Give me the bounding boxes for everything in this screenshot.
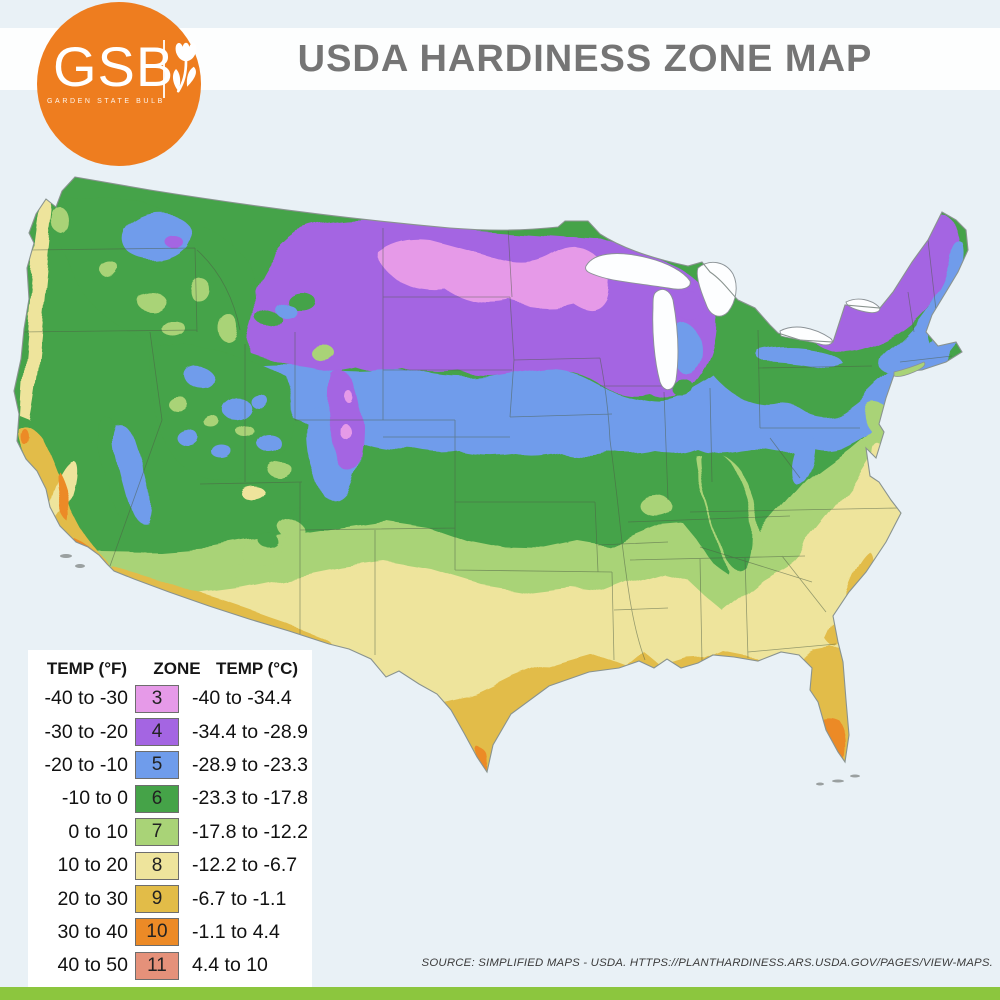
- logo-tagline: GARDEN STATE BULB: [47, 98, 165, 105]
- zone-legend: TEMP (°F) ZONE TEMP (°C) -40 to -30 3 -4…: [28, 650, 312, 987]
- zone-10-swatch: 10: [135, 918, 179, 947]
- zone-8-swatch: 8: [135, 851, 179, 880]
- legend-row-zone-9: 20 to 30 9 -6.7 to -1.1: [28, 882, 312, 915]
- legend-header-f: TEMP (°F): [46, 659, 128, 678]
- legend-row-zone-10: 30 to 40 10 -1.1 to 4.4: [28, 916, 312, 949]
- source-attribution: SOURCE: SIMPLIFIED MAPS - USDA. HTTPS://…: [421, 957, 993, 969]
- zone-11-swatch: 11: [135, 951, 179, 980]
- legend-header-c: TEMP (°C): [216, 659, 299, 678]
- legend-row-zone-4: -30 to -20 4 -34.4 to -28.9: [28, 715, 312, 748]
- legend-row-zone-6: -10 to 0 6 -23.3 to -17.8: [28, 782, 312, 815]
- legend-row-zone-3: -40 to -30 3 -40 to -34.4: [28, 682, 312, 715]
- lake-huron: [696, 261, 737, 317]
- state-borders: [19, 227, 953, 663]
- legend-row-zone-11: 40 to 50 11 4.4 to 10: [28, 949, 312, 982]
- page-title: USDA HARDINESS ZONE MAP: [297, 37, 873, 80]
- zone-6-swatch: 6: [135, 784, 179, 813]
- gsb-logo: GSB GARDEN STATE BULB: [37, 2, 201, 166]
- legend-row-zone-8: 10 to 20 8 -12.2 to -6.7: [28, 849, 312, 882]
- legend-header: TEMP (°F) ZONE TEMP (°C): [28, 656, 312, 682]
- tulip-icon: [172, 42, 197, 93]
- zone-5-swatch: 5: [135, 751, 179, 780]
- lake-erie: [779, 326, 833, 346]
- legend-row-zone-7: 0 to 10 7 -17.8 to -12.2: [28, 816, 312, 849]
- zone-4-swatch: 4: [135, 718, 179, 747]
- zone-3-swatch: 3: [135, 684, 179, 713]
- zone-7-swatch: 7: [135, 818, 179, 847]
- lake-ontario: [845, 298, 881, 314]
- lake-superior: [585, 253, 691, 290]
- legend-row-zone-5: -20 to -10 5 -28.9 to -23.3: [28, 749, 312, 782]
- lake-michigan: [652, 289, 679, 391]
- zone-9-swatch: 9: [135, 885, 179, 914]
- logo-divider: [163, 40, 165, 98]
- great-lakes: [585, 253, 881, 391]
- footer-bar: [0, 987, 1000, 1000]
- offshore-islands: [60, 361, 926, 786]
- legend-header-zone: ZONE: [153, 659, 201, 678]
- us-outline: [13, 176, 969, 774]
- logo-abbr: GSB: [53, 35, 175, 98]
